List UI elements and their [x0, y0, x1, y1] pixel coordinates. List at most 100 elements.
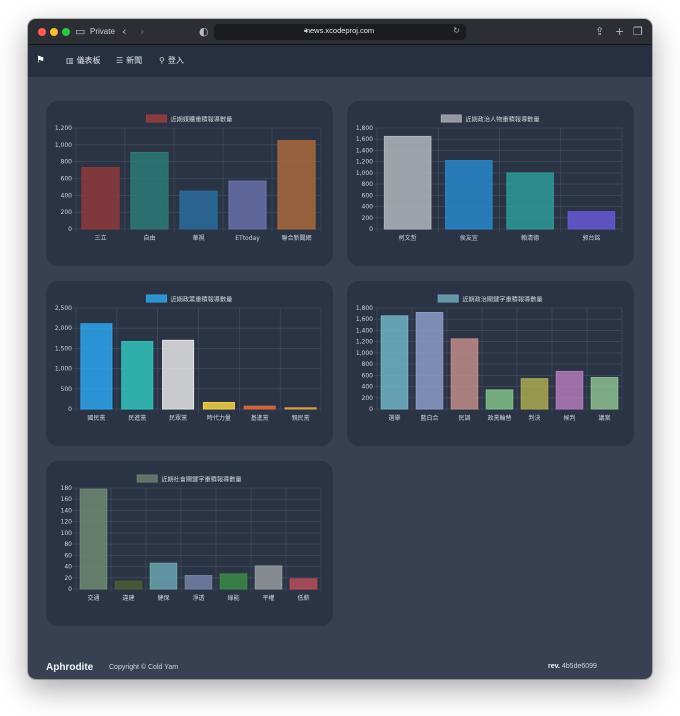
footer-copyright: Copyright © Cold Yam: [109, 664, 179, 671]
y-tick-label: 500: [61, 386, 73, 393]
bar: [79, 488, 108, 590]
bar-chart-0: 近期媒體重積報導數量 0 200 400 600 800 1,000 1,200 三立 自由 華視 E…: [55, 114, 322, 242]
nav-login[interactable]: ⚲ 登入: [159, 54, 184, 68]
x-tick-label: 民眾黨: [169, 414, 187, 422]
bar: [415, 311, 444, 410]
y-tick-label: 1,200: [356, 159, 373, 166]
bar-chart-icon: ▥: [66, 56, 74, 65]
nav-dashboard[interactable]: ▥ 儀表板: [66, 54, 101, 68]
bar: [179, 190, 218, 230]
bar: [555, 370, 584, 410]
y-tick-label: 1,800: [356, 125, 373, 132]
political-keyword-chart-card: 近期政治關鍵字重積報導數量 0 200 400 600 800 1,000 1,200 1,40…: [347, 281, 634, 446]
bar-chart-1: 近期政治人物重積報導數量 0 200 400 600 800 1,000 1,200 1,400…: [356, 114, 623, 242]
x-tick-label: 時代力量: [207, 414, 231, 422]
y-tick-label: 60: [64, 552, 72, 559]
tab-overview-icon[interactable]: ❐: [633, 25, 643, 38]
bar: [149, 562, 178, 590]
x-tick-label: 交通: [87, 594, 99, 602]
x-tick-label: 候判: [563, 414, 575, 422]
legend-swatch: [136, 474, 158, 483]
bar-chart-3: 近期政治關鍵字重積報導數量 0 200 400 600 800 1,000 1,200 1,40…: [356, 294, 623, 422]
bar: [80, 323, 113, 410]
bar: [228, 180, 267, 230]
y-tick-label: 180: [61, 485, 73, 492]
x-tick-label: 政黨輪替: [487, 414, 511, 422]
x-tick-label: 郭台銘: [582, 234, 600, 242]
key-icon: ⚲: [159, 56, 165, 65]
x-tick-label: 低薪: [297, 594, 309, 602]
x-tick-label: 華視: [192, 234, 204, 242]
address-bar[interactable]: 🔒︎ news.xcodeproj.com ↻: [214, 24, 466, 40]
bar: [450, 338, 479, 410]
nav-news-label: 新聞: [126, 56, 143, 65]
y-tick-label: 80: [64, 541, 72, 548]
y-tick-label: 0: [369, 226, 373, 233]
y-tick-label: 120: [61, 519, 73, 526]
privacy-shield-icon[interactable]: ◐: [199, 25, 209, 38]
nav-news[interactable]: ☰ 新聞: [116, 54, 142, 68]
y-tick-label: 0: [68, 406, 72, 413]
y-tick-label: 200: [362, 215, 374, 222]
y-tick-label: 100: [61, 530, 73, 537]
x-tick-label: 賴清德: [521, 234, 539, 242]
bar: [243, 405, 276, 410]
share-icon[interactable]: ⇪: [595, 25, 605, 38]
zoom-window-button[interactable]: [62, 28, 70, 36]
y-tick-label: 400: [61, 192, 73, 199]
site-logo-flag-icon[interactable]: ⚑: [36, 55, 45, 66]
y-tick-label: 0: [68, 226, 72, 233]
legend-swatch: [440, 114, 462, 123]
footer-revision: rev. 4b5de6099: [548, 663, 597, 670]
y-tick-label: 0: [68, 586, 72, 593]
y-tick-label: 800: [362, 181, 374, 188]
minimize-window-button[interactable]: [50, 28, 58, 36]
y-tick-label: 2,500: [55, 305, 72, 312]
x-tick-label: 判決: [528, 414, 540, 422]
bar: [130, 151, 169, 230]
y-tick-label: 200: [362, 395, 374, 402]
back-arrow-icon[interactable]: ‹: [122, 25, 127, 38]
reload-icon[interactable]: ↻: [453, 26, 460, 35]
x-tick-label: 親民黨: [292, 414, 310, 422]
browser-titlebar: ▭ Private ‹ › ◐ 🔒︎ news.xcodeproj.com ↻ …: [28, 19, 652, 45]
bar: [121, 341, 154, 410]
chart-title: 近期政治關鍵字重積報導數量: [462, 296, 542, 304]
party-chart-card: 近期政黨重積報導數量 0 500 1,000 1,500 2,000 2,500 國民黨 民進黨…: [46, 281, 333, 446]
revision-label: rev.: [548, 663, 560, 670]
x-tick-label: 三立: [94, 234, 106, 242]
x-tick-label: 聯合新聞網: [281, 234, 311, 242]
y-tick-label: 200: [61, 209, 73, 216]
x-tick-label: 基進黨: [251, 414, 269, 422]
x-tick-label: 民進黨: [128, 414, 146, 422]
y-tick-label: 1,600: [356, 136, 373, 143]
x-tick-label: 綠能: [227, 594, 239, 602]
y-tick-label: 1,400: [356, 147, 373, 154]
y-tick-label: 600: [61, 176, 73, 183]
browser-window: ▭ Private ‹ › ◐ 🔒︎ news.xcodeproj.com ↻ …: [28, 19, 652, 679]
y-tick-label: 1,000: [356, 350, 373, 357]
bar: [445, 160, 493, 230]
close-window-button[interactable]: [38, 28, 46, 36]
y-tick-label: 1,000: [55, 366, 72, 373]
bar: [81, 167, 120, 230]
y-tick-label: 600: [362, 372, 374, 379]
bar: [506, 172, 554, 230]
y-tick-label: 40: [64, 564, 72, 571]
bar: [289, 578, 318, 590]
x-tick-label: 藍白合: [420, 414, 438, 422]
x-tick-label: 自由: [143, 234, 155, 242]
forward-arrow-icon[interactable]: ›: [140, 25, 145, 38]
sidebar-toggle-icon[interactable]: ▭: [75, 25, 86, 38]
y-tick-label: 1,000: [55, 142, 72, 149]
bar: [254, 565, 283, 590]
new-tab-icon[interactable]: +: [615, 25, 625, 38]
y-tick-label: 2,000: [55, 325, 72, 332]
legend-swatch: [146, 294, 167, 303]
bar: [380, 315, 409, 410]
x-tick-label: 柯文哲: [399, 234, 417, 242]
y-tick-label: 1,200: [55, 125, 72, 132]
site-navbar: ⚑ ▥ 儀表板 ☰ 新聞 ⚲ 登入: [28, 45, 652, 77]
bar: [114, 580, 143, 590]
chart-title: 近期政黨重積報導數量: [171, 296, 233, 304]
